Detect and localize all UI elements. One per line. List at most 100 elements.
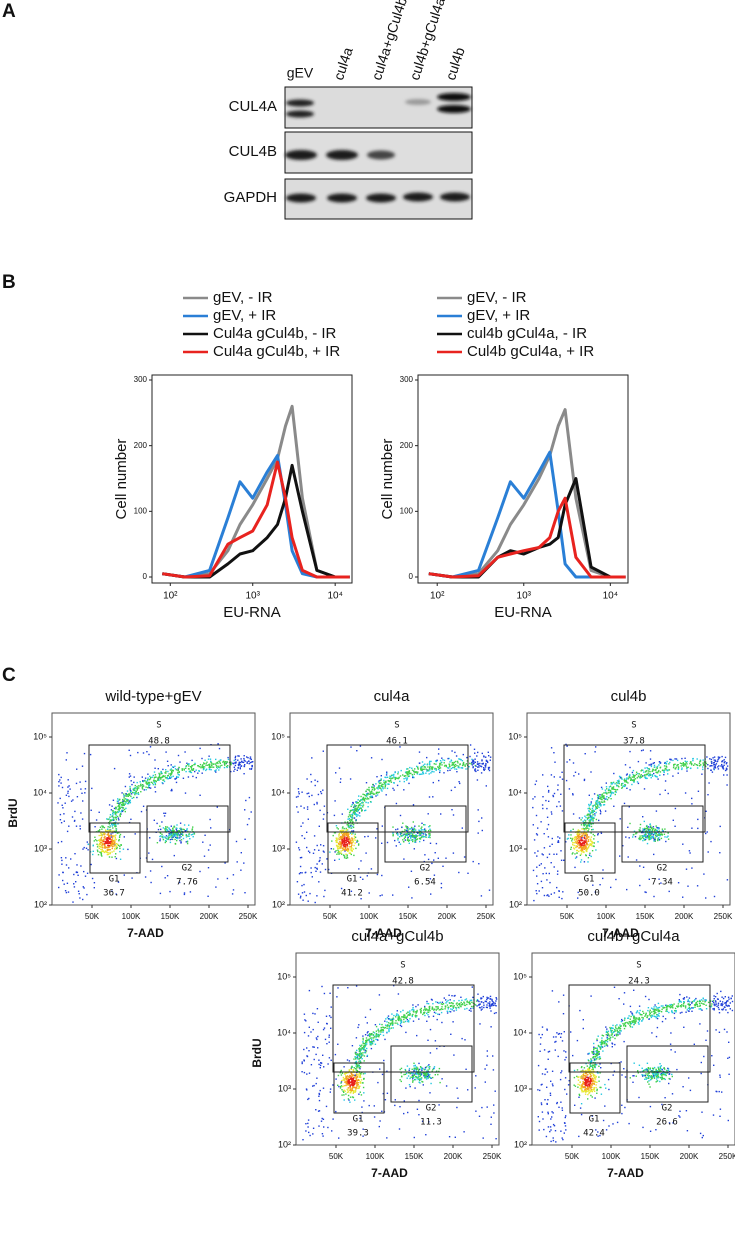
event-dot bbox=[451, 768, 452, 769]
event-dot bbox=[240, 766, 241, 767]
event-dot bbox=[340, 850, 341, 851]
event-dot bbox=[483, 1002, 484, 1003]
event-dot bbox=[87, 873, 88, 874]
event-dot bbox=[653, 763, 654, 764]
event-dot bbox=[485, 1081, 486, 1082]
event-dot bbox=[314, 1059, 315, 1060]
event-dot bbox=[332, 1118, 333, 1119]
event-dot bbox=[384, 787, 385, 788]
event-dot bbox=[646, 778, 647, 779]
event-dot bbox=[594, 751, 595, 752]
event-dot bbox=[372, 796, 373, 797]
event-dot bbox=[624, 784, 625, 785]
event-dot bbox=[356, 1064, 357, 1065]
event-dot bbox=[427, 1040, 428, 1041]
x-tick-label: 50K bbox=[85, 912, 100, 921]
event-dot bbox=[360, 1057, 361, 1058]
event-dot bbox=[427, 1069, 428, 1070]
event-dot bbox=[178, 777, 179, 778]
event-dot bbox=[363, 804, 364, 805]
event-dot bbox=[650, 835, 651, 836]
x-tick-label: 150K bbox=[636, 912, 655, 921]
event-dot bbox=[350, 778, 351, 779]
event-dot bbox=[368, 787, 369, 788]
event-dot bbox=[665, 780, 666, 781]
event-dot bbox=[629, 789, 630, 790]
event-dot bbox=[130, 819, 131, 820]
event-dot bbox=[239, 762, 240, 763]
event-dot bbox=[316, 895, 317, 896]
event-dot bbox=[412, 1004, 413, 1005]
event-dot bbox=[344, 835, 345, 836]
event-dot bbox=[367, 1031, 368, 1032]
event-dot bbox=[490, 996, 491, 997]
event-dot bbox=[414, 774, 415, 775]
event-dot bbox=[574, 837, 575, 838]
event-dot bbox=[115, 808, 116, 809]
event-dot bbox=[385, 1099, 386, 1100]
event-dot bbox=[586, 826, 587, 827]
event-dot bbox=[489, 890, 490, 891]
event-dot bbox=[456, 1088, 457, 1089]
event-dot bbox=[353, 827, 354, 828]
event-dot bbox=[406, 768, 407, 769]
event-dot bbox=[103, 833, 104, 834]
event-dot bbox=[328, 1037, 329, 1038]
event-dot bbox=[596, 819, 597, 820]
event-dot bbox=[159, 774, 160, 775]
event-dot bbox=[649, 879, 650, 880]
event-dot bbox=[188, 768, 189, 769]
event-dot bbox=[648, 768, 649, 769]
event-dot bbox=[211, 766, 212, 767]
event-dot bbox=[316, 1083, 317, 1084]
event-dot bbox=[462, 827, 463, 828]
event-dot bbox=[438, 780, 439, 781]
event-dot bbox=[79, 893, 80, 894]
event-dot bbox=[584, 843, 585, 844]
event-dot bbox=[376, 1031, 377, 1032]
event-dot bbox=[668, 763, 669, 764]
event-dot bbox=[481, 817, 482, 818]
event-dot bbox=[423, 765, 424, 766]
event-dot bbox=[350, 827, 351, 828]
event-dot bbox=[710, 765, 711, 766]
event-dot bbox=[463, 764, 464, 765]
event-dot bbox=[449, 1136, 450, 1137]
event-dot bbox=[149, 782, 150, 783]
event-dot bbox=[591, 815, 592, 816]
event-dot bbox=[428, 830, 429, 831]
event-dot bbox=[658, 764, 659, 765]
event-dot bbox=[699, 763, 700, 764]
event-dot bbox=[112, 816, 113, 817]
event-dot bbox=[367, 806, 368, 807]
event-dot bbox=[319, 857, 320, 858]
event-dot bbox=[165, 830, 166, 831]
event-dot bbox=[324, 890, 325, 891]
event-dot bbox=[403, 858, 404, 859]
event-dot bbox=[93, 845, 94, 846]
event-dot bbox=[648, 839, 649, 840]
event-dot bbox=[171, 764, 172, 765]
event-dot bbox=[572, 842, 573, 843]
event-dot bbox=[359, 1051, 360, 1052]
event-dot bbox=[159, 775, 160, 776]
event-dot bbox=[339, 859, 340, 860]
event-dot bbox=[317, 1047, 318, 1048]
event-dot bbox=[308, 851, 309, 852]
event-dot bbox=[687, 767, 688, 768]
event-dot bbox=[196, 777, 197, 778]
event-dot bbox=[170, 836, 171, 837]
event-dot bbox=[409, 843, 410, 844]
event-dot bbox=[181, 836, 182, 837]
event-dot bbox=[660, 771, 661, 772]
event-dot bbox=[309, 796, 310, 797]
event-dot bbox=[369, 1033, 370, 1034]
event-dot bbox=[391, 1027, 392, 1028]
event-dot bbox=[309, 1135, 310, 1136]
event-dot bbox=[591, 826, 592, 827]
event-dot bbox=[591, 836, 592, 837]
event-dot bbox=[418, 1079, 419, 1080]
event-dot bbox=[602, 788, 603, 789]
event-dot bbox=[173, 776, 174, 777]
event-dot bbox=[664, 834, 665, 835]
